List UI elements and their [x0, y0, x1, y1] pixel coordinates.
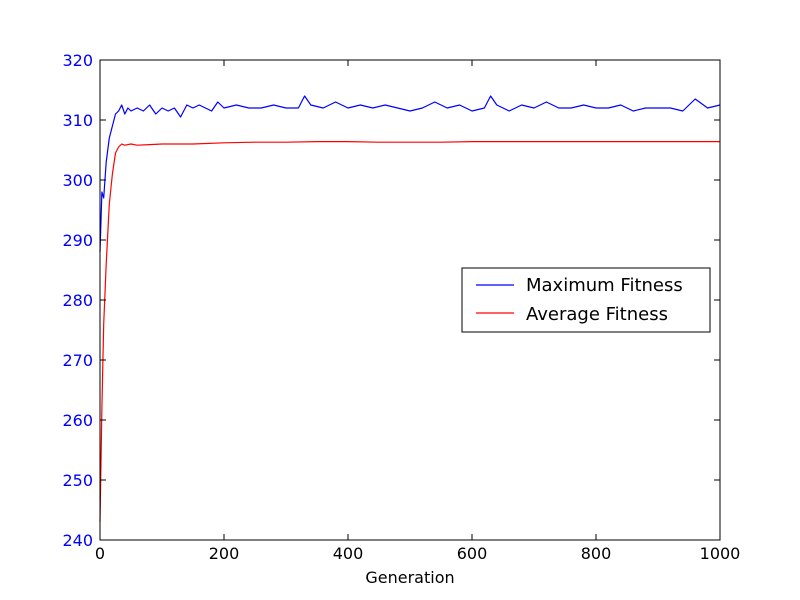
legend: Maximum Fitness Average Fitness	[461, 267, 711, 333]
y-tick-label: 290	[62, 231, 93, 250]
series-line-maximum-fitness	[99, 95, 721, 253]
y-tick-label: 300	[62, 171, 93, 190]
legend-box	[461, 267, 711, 333]
x-axis-label: Generation	[365, 568, 454, 587]
y-tick-label: 280	[62, 291, 93, 310]
y-tick-label: 250	[62, 471, 93, 490]
series-lines	[99, 95, 721, 523]
x-tick-label: 1000	[700, 544, 741, 563]
series-line-average-fitness	[99, 141, 720, 523]
x-tick-label: 800	[581, 544, 612, 563]
y-tick-label: 320	[62, 51, 93, 70]
x-tick-label: 0	[95, 544, 105, 563]
x-tick-label: 600	[457, 544, 488, 563]
y-tick-label: 260	[62, 411, 93, 430]
y-tick-label: 240	[62, 531, 93, 550]
legend-label-average-fitness: Average Fitness	[526, 304, 668, 325]
legend-label-maximum-fitness: Maximum Fitness	[526, 275, 683, 296]
y-tick-label: 270	[62, 351, 93, 370]
y-axis-ticks: 240 250 260 270 280 290 300 310 320	[62, 51, 720, 550]
x-axis-ticks: 0 200 400 600 800 1000	[95, 60, 740, 563]
x-tick-label: 200	[209, 544, 240, 563]
y-tick-label: 310	[62, 111, 93, 130]
x-tick-label: 400	[333, 544, 364, 563]
